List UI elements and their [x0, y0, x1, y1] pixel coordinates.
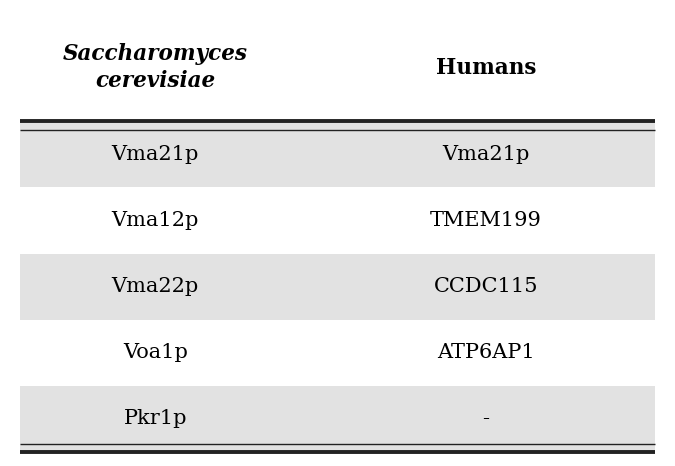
Text: Pkr1p: Pkr1p — [124, 410, 187, 428]
Text: Voa1p: Voa1p — [123, 343, 188, 362]
Text: CCDC115: CCDC115 — [434, 277, 538, 296]
Bar — [20, 121, 655, 187]
Text: Humans: Humans — [436, 57, 536, 79]
Text: ATP6AP1: ATP6AP1 — [437, 343, 535, 362]
Text: Vma21p: Vma21p — [442, 145, 530, 164]
Text: Vma21p: Vma21p — [111, 145, 199, 164]
Text: TMEM199: TMEM199 — [430, 211, 542, 230]
Bar — [20, 386, 655, 452]
Text: Saccharomyces
cerevisiae: Saccharomyces cerevisiae — [63, 43, 248, 92]
Bar — [20, 254, 655, 320]
Text: Vma12p: Vma12p — [111, 211, 199, 230]
Text: Vma22p: Vma22p — [111, 277, 199, 296]
Text: -: - — [483, 410, 489, 428]
